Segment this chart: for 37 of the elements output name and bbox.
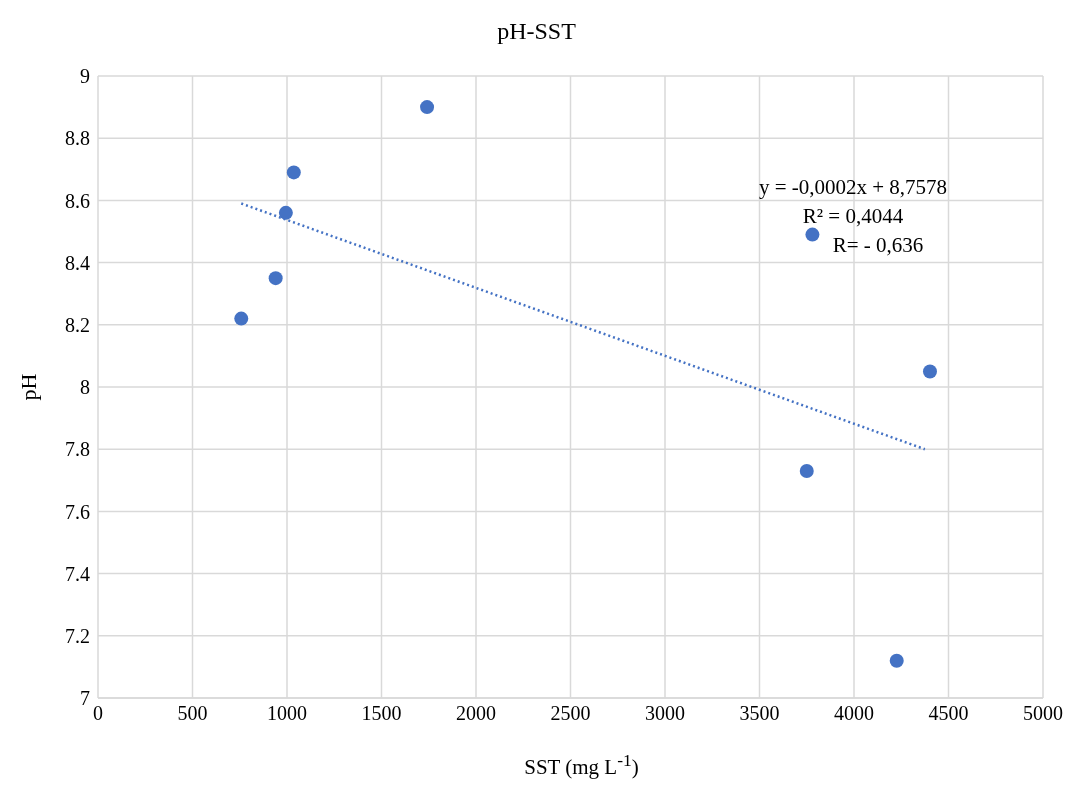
point [805,227,820,242]
point [889,653,904,668]
point [234,311,249,326]
y-tick-label: 8.4 [65,251,90,274]
x-tick-label: 1500 [361,702,402,725]
point [286,165,301,180]
x-tick-label: 2500 [550,702,591,725]
y-tick-label: 8.6 [65,189,90,212]
x-tick-label: 500 [177,702,208,725]
y-tick-label: 7.4 [65,562,90,585]
point [799,463,814,478]
annotation: R= - 0,636 [831,232,925,259]
x-tick-label: 4500 [928,702,969,725]
x-tick-label: 0 [93,702,103,725]
y-tick-label: 7 [80,687,90,710]
x-tick-label: 3000 [645,702,685,725]
x-tick-label: 5000 [1023,702,1063,725]
x-tick-label: 4000 [834,702,874,725]
annotation: R² = 0,4044 [801,203,905,230]
x-axis-title: SST (mg L$^{-1}$) [523,750,640,780]
x-tick-label: 2000 [456,702,496,725]
y-tick-label: 7.8 [65,438,90,461]
point [278,205,293,220]
x-tick-label: 1000 [267,702,307,725]
point [922,364,937,379]
y-tick-label: 8.2 [65,313,90,336]
chart-title: pH-SST [496,18,577,45]
y-tick-label: 7.6 [65,500,90,523]
annotation: y = -0,0002x + 8,7578 [757,174,949,201]
point [420,100,435,115]
y-tick-label: 8 [80,376,90,399]
x-tick-label: 3500 [739,702,780,725]
y-axis-title: pH [15,373,41,401]
y-tick-label: 7.2 [65,624,90,647]
point [268,271,283,286]
y-tick-label: 9 [80,65,90,88]
y-tick-label: 8.8 [65,127,90,150]
